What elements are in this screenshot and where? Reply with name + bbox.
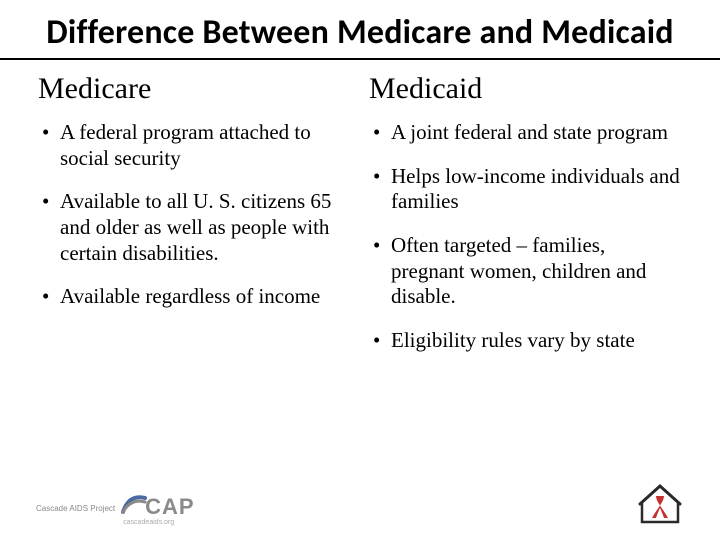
medicare-column: Medicare A federal program attached to s…: [38, 72, 351, 371]
medicaid-column: Medicaid A joint federal and state progr…: [369, 72, 682, 371]
cap-letters: CAP: [145, 494, 194, 520]
medicare-heading: Medicare: [38, 72, 351, 106]
footer-logos: Cascade AIDS Project CAP cascadeaids.org: [36, 482, 684, 526]
list-item: Available to all U. S. citizens 65 and o…: [38, 189, 351, 266]
cap-url: cascadeaids.org: [123, 519, 194, 526]
medicaid-list: A joint federal and state program Helps …: [369, 120, 682, 353]
slide: Difference Between Medicare and Medicaid…: [0, 0, 720, 540]
title-underline: [0, 58, 720, 60]
house-ribbon-logo: [636, 482, 684, 526]
list-item: Eligibility rules vary by state: [369, 328, 682, 354]
cap-org-name: Cascade AIDS Project: [36, 505, 115, 514]
list-item: Often targeted – families, pregnant wome…: [369, 233, 682, 310]
swoosh-icon: [121, 492, 147, 521]
slide-title: Difference Between Medicare and Medicaid: [36, 14, 684, 52]
list-item: Available regardless of income: [38, 284, 351, 310]
comparison-columns: Medicare A federal program attached to s…: [36, 72, 684, 371]
list-item: A joint federal and state program: [369, 120, 682, 146]
cap-logo: Cascade AIDS Project CAP cascadeaids.org: [36, 492, 195, 526]
list-item: Helps low-income individuals and familie…: [369, 164, 682, 215]
medicaid-heading: Medicaid: [369, 72, 682, 106]
medicare-list: A federal program attached to social sec…: [38, 120, 351, 310]
cap-mark: CAP: [121, 492, 194, 521]
list-item: A federal program attached to social sec…: [38, 120, 351, 171]
